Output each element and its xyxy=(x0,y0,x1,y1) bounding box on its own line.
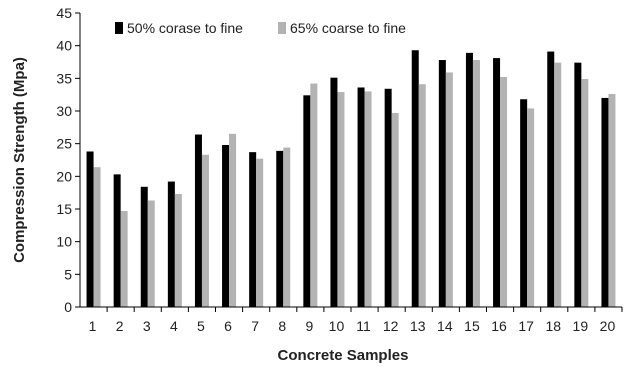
x-tick-label: 13 xyxy=(410,318,426,334)
y-tick-label: 35 xyxy=(56,70,72,86)
bar-series-1-sample-9 xyxy=(303,95,311,307)
bar-series-1-sample-11 xyxy=(357,87,365,307)
y-axis-title: Compression Strength (Mpa) xyxy=(11,57,28,263)
bar-series-2-sample-19 xyxy=(581,78,589,307)
bar-series-1-sample-18 xyxy=(547,51,555,308)
y-axis-ticks: 0 5 10 15 20 25 30 35 40 45 xyxy=(56,5,80,315)
bar-series-1-sample-5 xyxy=(194,134,202,307)
y-tick-label: 45 xyxy=(56,5,72,21)
bar-series-1-sample-17 xyxy=(520,99,528,308)
x-tick-label: 5 xyxy=(197,318,205,334)
y-tick-label: 15 xyxy=(56,201,72,217)
x-tick-label: 7 xyxy=(251,318,259,334)
bar-series-2-sample-18 xyxy=(554,62,562,307)
bar-series-2-sample-12 xyxy=(391,112,399,308)
x-tick-label: 20 xyxy=(600,318,616,334)
x-tick-label: 10 xyxy=(329,318,345,334)
x-tick-label: 15 xyxy=(464,318,480,334)
y-tick-label: 20 xyxy=(56,168,72,184)
x-tick-label: 1 xyxy=(89,318,97,334)
y-tick-label: 0 xyxy=(64,299,72,315)
bar-series-1-sample-3 xyxy=(140,186,148,307)
bar-series-1-sample-12 xyxy=(384,88,392,307)
y-tick-label: 10 xyxy=(56,234,72,250)
bar-series-2-sample-8 xyxy=(283,147,291,307)
bar-series-2-sample-14 xyxy=(445,72,453,307)
x-tick-label: 12 xyxy=(383,318,399,334)
y-tick-label: 40 xyxy=(56,38,72,54)
bar-series-1-sample-15 xyxy=(465,52,473,307)
x-tick-label: 8 xyxy=(278,318,286,334)
x-tick-label: 17 xyxy=(518,318,534,334)
bar-series-2-sample-10 xyxy=(337,92,345,307)
legend-label-series-1: 50% corase to fine xyxy=(127,20,243,36)
y-tick-label: 5 xyxy=(64,266,72,282)
bar-series-1-sample-16 xyxy=(493,58,501,307)
bar-series-1-sample-2 xyxy=(113,174,121,307)
bar-series-1-sample-6 xyxy=(222,144,230,307)
bar-series-2-sample-5 xyxy=(201,154,209,307)
x-tick-label: 14 xyxy=(437,318,453,334)
bar-series-2-sample-9 xyxy=(310,83,318,307)
bar-series-2-sample-1 xyxy=(93,167,101,307)
legend-label-series-2: 65% coarse to fine xyxy=(290,20,406,36)
x-tick-label: 16 xyxy=(491,318,507,334)
legend-swatch-series-1 xyxy=(115,22,123,34)
x-axis-title: Concrete Samples xyxy=(278,347,409,364)
bar-series-2-sample-17 xyxy=(527,108,535,308)
bar-series-1-sample-7 xyxy=(249,152,257,307)
bar-series-1-sample-1 xyxy=(86,151,94,307)
bar-series-2-sample-13 xyxy=(418,84,426,307)
x-tick-label: 6 xyxy=(224,318,232,334)
y-tick-label: 25 xyxy=(56,136,72,152)
bar-series-2-sample-4 xyxy=(174,193,182,307)
bar-series-2-sample-2 xyxy=(120,210,128,307)
x-axis-ticks: 1 2 3 4 5 6 7 8 9 10 11 12 13 14 15 16 17 18 19 20 xyxy=(89,307,623,334)
bar-series-2-sample-11 xyxy=(364,91,372,308)
y-tick-label: 30 xyxy=(56,103,72,119)
x-tick-label: 18 xyxy=(545,318,561,334)
bar-series-1-sample-4 xyxy=(167,181,175,307)
x-tick-label: 2 xyxy=(116,318,124,334)
legend-swatch-series-2 xyxy=(278,22,286,34)
bar-series-1-sample-19 xyxy=(574,62,582,307)
bar-series-2-sample-7 xyxy=(256,158,264,307)
bar-series-1-sample-13 xyxy=(411,50,419,308)
x-tick-label: 19 xyxy=(573,318,589,334)
bar-series-1-sample-10 xyxy=(330,77,338,308)
bar-series-1-sample-14 xyxy=(438,60,446,307)
bar-series-1-sample-20 xyxy=(601,97,609,307)
bar-series-2-sample-6 xyxy=(229,133,237,307)
bar-series-2-sample-3 xyxy=(147,200,155,307)
bars xyxy=(86,50,616,308)
x-tick-label: 9 xyxy=(305,318,313,334)
x-tick-label: 3 xyxy=(143,318,151,334)
bar-series-2-sample-16 xyxy=(500,77,508,307)
x-tick-label: 11 xyxy=(356,318,371,334)
bar-series-1-sample-8 xyxy=(276,150,284,307)
legend: 50% corase to fine 65% coarse to fine xyxy=(115,20,406,36)
bar-series-2-sample-15 xyxy=(472,60,480,307)
bar-series-2-sample-20 xyxy=(608,94,616,307)
x-tick-label: 4 xyxy=(170,318,178,334)
